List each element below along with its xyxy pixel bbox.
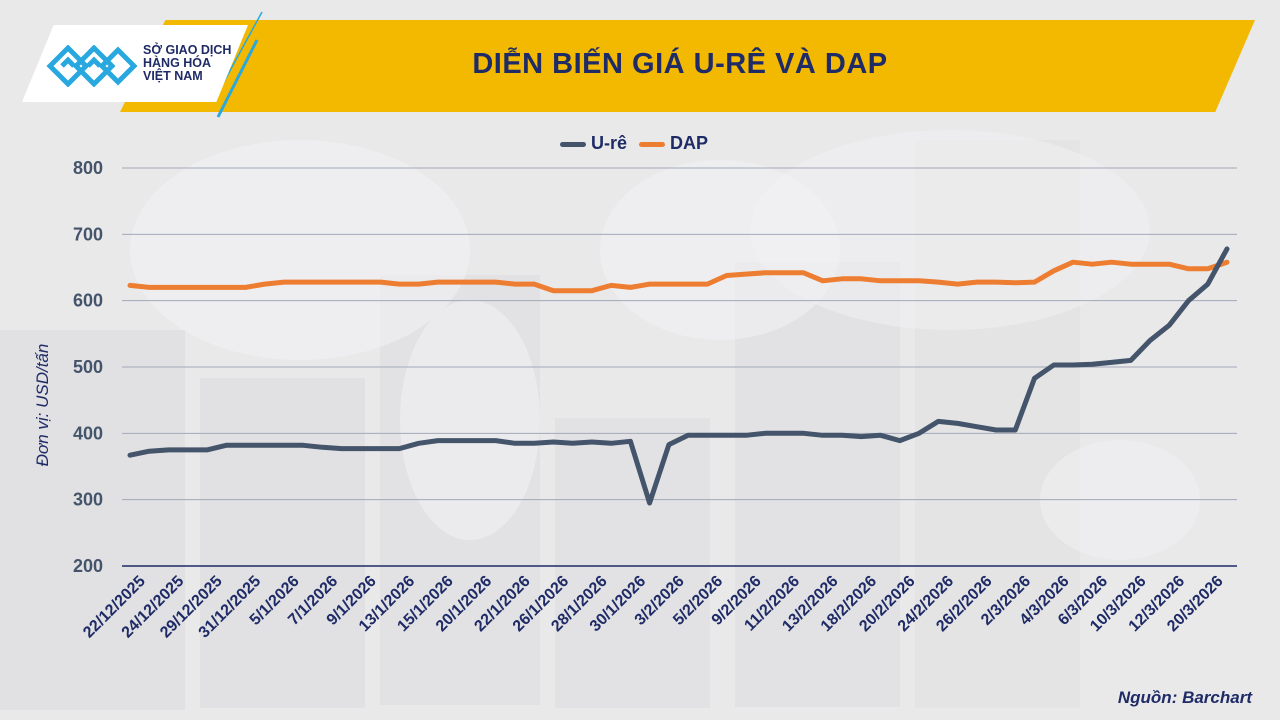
y-tick-label: 400 <box>73 423 103 443</box>
legend-swatch <box>639 141 666 147</box>
legend-label: U-rê <box>591 133 628 153</box>
logo-text: SỞ GIAO DỊCH HÀNG HÓA VIỆT NAM <box>143 44 231 83</box>
logo: SỞ GIAO DỊCH HÀNG HÓA VIỆT NAM <box>22 25 248 102</box>
y-tick-label: 200 <box>73 556 103 576</box>
logo-line: HÀNG HÓA <box>143 56 212 70</box>
series-line-dap <box>127 259 1230 294</box>
legend-item-dap: DAP <box>639 133 708 154</box>
y-tick-label: 800 <box>73 158 103 178</box>
source-note: Nguồn: Barchart <box>1117 688 1252 707</box>
y-tick-label: 700 <box>73 224 103 244</box>
logo-mark-icon <box>46 45 138 87</box>
legend-label: DAP <box>670 133 709 153</box>
logo-line: SỞ GIAO DỊCH <box>143 43 232 57</box>
chart-title: DIỄN BIẾN GIÁ U-RÊ VÀ DAP <box>472 48 888 80</box>
y-tick-label: 500 <box>73 357 103 377</box>
logo-line: VIỆT NAM <box>143 69 203 83</box>
legend-swatch <box>560 141 586 147</box>
y-tick-label: 300 <box>73 490 103 510</box>
series-line-urea <box>127 246 1230 506</box>
legend: U-rê DAP <box>560 133 708 154</box>
title-banner <box>120 20 1255 112</box>
y-tick-label: 600 <box>73 291 103 311</box>
legend-item-urea: U-rê <box>560 133 627 154</box>
